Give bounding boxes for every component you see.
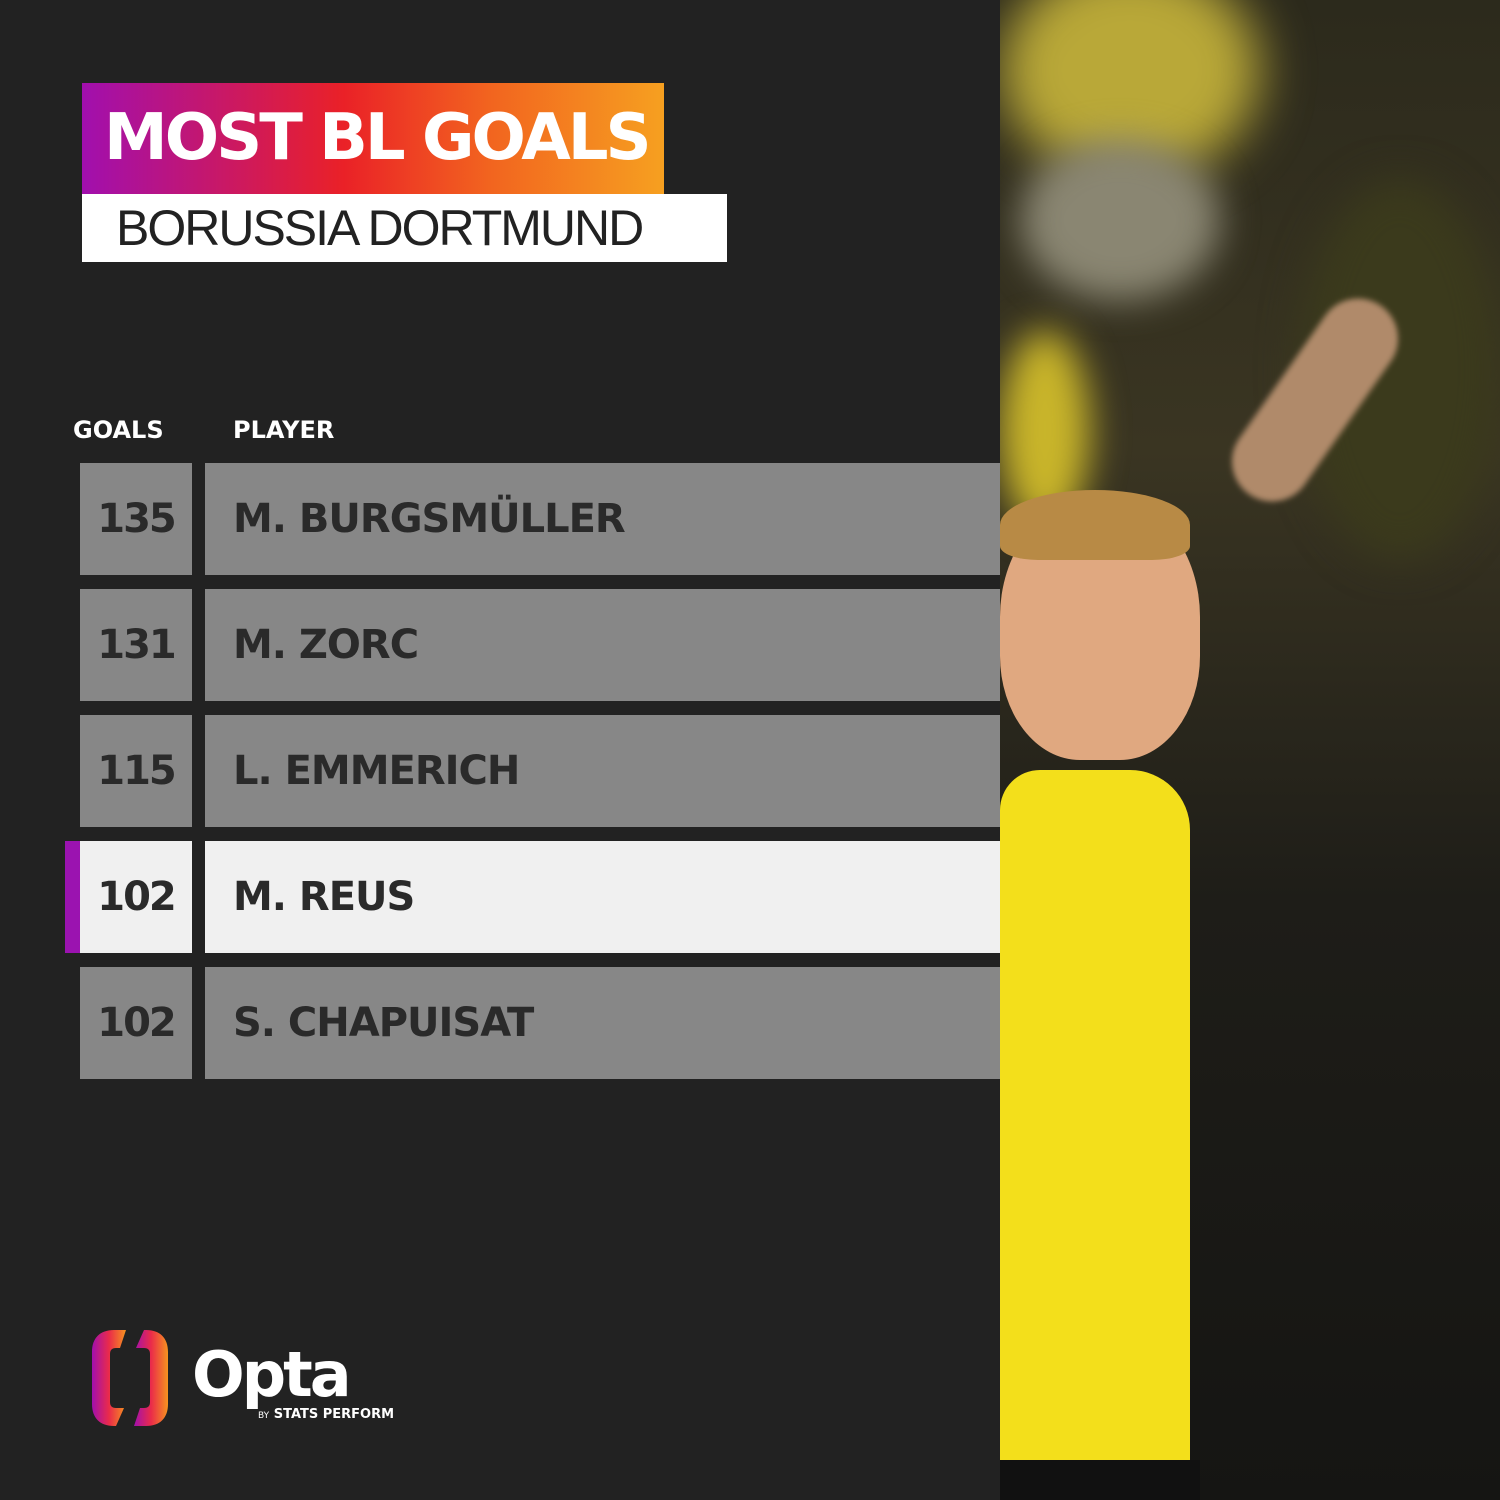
- player-cell: M. ZORC: [205, 589, 1000, 701]
- opta-logo-icon: [92, 1330, 168, 1426]
- table-row: 135 M. BURGSMÜLLER: [80, 463, 1000, 575]
- table-row: 115 L. EMMERICH: [80, 715, 1000, 827]
- yellow-jersey: [1000, 770, 1190, 1470]
- brand-tagline-text: STATS PERFORM: [273, 1407, 395, 1422]
- goals-cell: 102: [80, 841, 192, 953]
- highlight-marker: [65, 841, 80, 953]
- crowd-blur: [1020, 140, 1220, 300]
- goals-cell: 115: [80, 715, 192, 827]
- brand-by: BY: [258, 1411, 270, 1421]
- player-photo: [1000, 0, 1500, 1500]
- team-subtitle: BORUSSIA DORTMUND: [82, 194, 727, 262]
- column-header-goals: GOALS: [73, 416, 164, 444]
- player-hair: [1000, 490, 1190, 560]
- table-row: 131 M. ZORC: [80, 589, 1000, 701]
- brand-name: Opta: [192, 1338, 352, 1411]
- page-title: MOST BL GOALS: [82, 83, 664, 194]
- goals-cell: 135: [80, 463, 192, 575]
- shorts: [1000, 1460, 1200, 1500]
- table-row: 102 S. CHAPUISAT: [80, 967, 1000, 1079]
- goals-cell: 102: [80, 967, 192, 1079]
- brand-tagline: BY STATS PERFORM: [258, 1407, 394, 1422]
- player-cell: L. EMMERICH: [205, 715, 1000, 827]
- column-header-player: PLAYER: [233, 416, 335, 444]
- table-row-highlighted: 102 M. REUS: [65, 841, 1000, 953]
- goals-cell: 131: [80, 589, 192, 701]
- player-cell: M. REUS: [205, 841, 1000, 953]
- player-cell: M. BURGSMÜLLER: [205, 463, 1000, 575]
- player-cell: S. CHAPUISAT: [205, 967, 1000, 1079]
